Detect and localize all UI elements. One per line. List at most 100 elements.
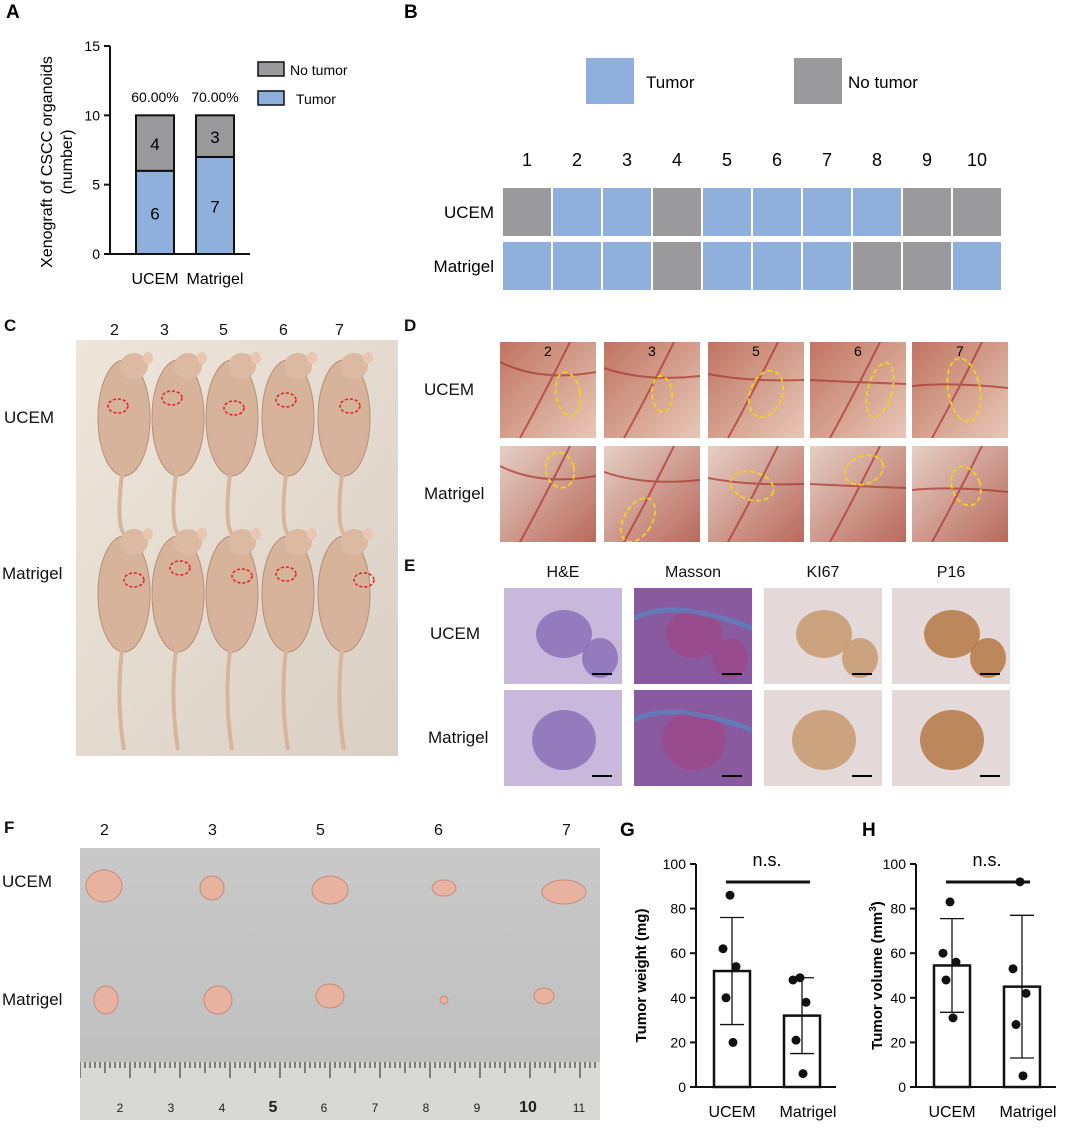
data-point xyxy=(728,1037,738,1047)
tumor-site-photo xyxy=(708,446,804,542)
category-label: Matrigel xyxy=(1000,1104,1057,1121)
data-point xyxy=(945,897,955,907)
panel-b-cell xyxy=(753,188,801,236)
tumor-outline xyxy=(554,371,582,417)
y-tick-label: 20 xyxy=(890,1034,906,1050)
tumor-site-photo: 3 xyxy=(604,342,700,438)
ruler-label: 8 xyxy=(423,1101,430,1115)
panel-g-chart: G 0 20 40 60 80 100 Tumor weight (mg) UCEM Matri… xyxy=(620,820,837,1121)
panel-b-column-label: 5 xyxy=(722,150,732,170)
panel-b-column-label: 8 xyxy=(872,150,882,170)
excised-tumors-photo: 2 3 4 5 6 7 8 9 10 11 xyxy=(80,848,600,1120)
legend-no-tumor-swatch xyxy=(794,58,842,104)
panel-e-row-ucem: UCEM xyxy=(430,624,481,643)
y-axis-label-close: ) xyxy=(869,901,886,906)
panel-a-value-tumor: 7 xyxy=(210,197,219,216)
panel-b-cell xyxy=(653,242,701,290)
y-tick-label: 40 xyxy=(890,990,906,1006)
significance-label: n.s. xyxy=(972,850,1001,870)
data-point xyxy=(941,975,951,985)
panel-b-column-label: 6 xyxy=(772,150,782,170)
panel-e-column-label: Masson xyxy=(664,564,722,581)
panel-f-row-ucem: UCEM xyxy=(2,872,53,891)
ruler-label: 7 xyxy=(372,1101,379,1115)
panel-d-mouse-id: 6 xyxy=(854,343,862,359)
mice-photo xyxy=(76,340,398,756)
y-axis-label: Tumor weight (mg) xyxy=(633,909,650,1043)
panel-b-cell xyxy=(603,188,651,236)
panel-letter-f: F xyxy=(4,818,15,837)
panel-a-legend-tumor-swatch xyxy=(257,90,285,106)
y-tick-label: 0 xyxy=(898,1079,906,1095)
tumor-outline xyxy=(544,451,576,489)
data-point xyxy=(1021,988,1031,998)
histology-image xyxy=(504,588,622,684)
excised-tumor xyxy=(541,879,587,905)
tumor-site-photo: 5 xyxy=(708,342,804,438)
panel-b-cell xyxy=(553,188,601,236)
y-axis-label-text: Tumor volume xyxy=(869,943,886,1049)
panel-b-cell xyxy=(803,242,851,290)
mouse xyxy=(317,352,373,536)
histology-image xyxy=(892,690,1010,786)
tumor-site-photo xyxy=(810,446,906,542)
panel-c-mouse-id: 5 xyxy=(219,322,228,339)
panel-b-column-label: 1 xyxy=(522,150,532,170)
y-tick-label: 0 xyxy=(678,1079,686,1095)
panel-a-legend-tumor: Tumor xyxy=(296,91,336,107)
panel-b-cell xyxy=(903,188,951,236)
panel-a-ylabel-line2: (number) xyxy=(59,130,76,195)
data-point xyxy=(788,975,798,985)
y-tick-label: 20 xyxy=(670,1034,686,1050)
panel-c-row-matrigel: Matrigel xyxy=(2,564,63,583)
legend-tumor-swatch xyxy=(586,58,634,104)
panel-a-y-tick-label: 10 xyxy=(84,107,100,123)
y-tick-label: 100 xyxy=(663,856,687,872)
panel-a-y-tick-label: 15 xyxy=(84,38,100,54)
ruler-label: 6 xyxy=(321,1101,328,1115)
panel-b-column-label: 9 xyxy=(922,150,932,170)
data-point xyxy=(718,944,728,954)
panel-b-column-label: 3 xyxy=(622,150,632,170)
data-point xyxy=(801,997,811,1007)
panel-c-row-ucem: UCEM xyxy=(4,408,55,427)
tumor-outline xyxy=(275,566,297,582)
panel-a-y-tick-label: 5 xyxy=(92,177,100,193)
panel-b-cell xyxy=(853,188,901,236)
panel-a-value-no-tumor: 3 xyxy=(210,128,219,147)
tumor-site-photo: 6 xyxy=(810,342,906,438)
panel-f-tumor-id: 3 xyxy=(208,822,217,839)
data-point xyxy=(1018,1071,1028,1081)
tumor-outline xyxy=(107,398,129,414)
panel-c-mouse-id: 3 xyxy=(160,322,169,339)
panel-a-value-no-tumor: 4 xyxy=(150,135,159,154)
panel-b-cell xyxy=(653,188,701,236)
significance-label: n.s. xyxy=(752,850,781,870)
mouse xyxy=(261,528,317,751)
panel-a-legend-no-tumor-swatch xyxy=(257,61,285,77)
tumor-outline xyxy=(275,392,297,408)
excised-tumor xyxy=(431,879,457,897)
tumor-site-photo: 7 xyxy=(912,342,1008,438)
tumor-outline xyxy=(950,465,982,507)
legend-tumor-label: Tumor xyxy=(646,73,695,92)
category-label: UCEM xyxy=(708,1104,755,1121)
panel-letter-c: C xyxy=(4,316,17,335)
mouse xyxy=(151,352,207,536)
ruler xyxy=(80,1062,600,1120)
excised-tumor xyxy=(93,985,119,1015)
ruler-label: 2 xyxy=(117,1101,124,1115)
excised-tumor xyxy=(203,985,233,1015)
panel-b-cell xyxy=(853,242,901,290)
panel-b-cell xyxy=(503,242,551,290)
category-label: Matrigel xyxy=(780,1104,837,1121)
mouse xyxy=(317,528,375,751)
panel-a-category-label: UCEM xyxy=(131,271,178,288)
y-tick-label: 100 xyxy=(883,856,907,872)
histology-image xyxy=(634,690,752,786)
mouse xyxy=(205,352,261,536)
tumor-outline xyxy=(223,400,245,416)
data-point xyxy=(795,973,805,983)
mouse xyxy=(151,528,207,751)
panel-b-row-label: Matrigel xyxy=(434,257,494,276)
